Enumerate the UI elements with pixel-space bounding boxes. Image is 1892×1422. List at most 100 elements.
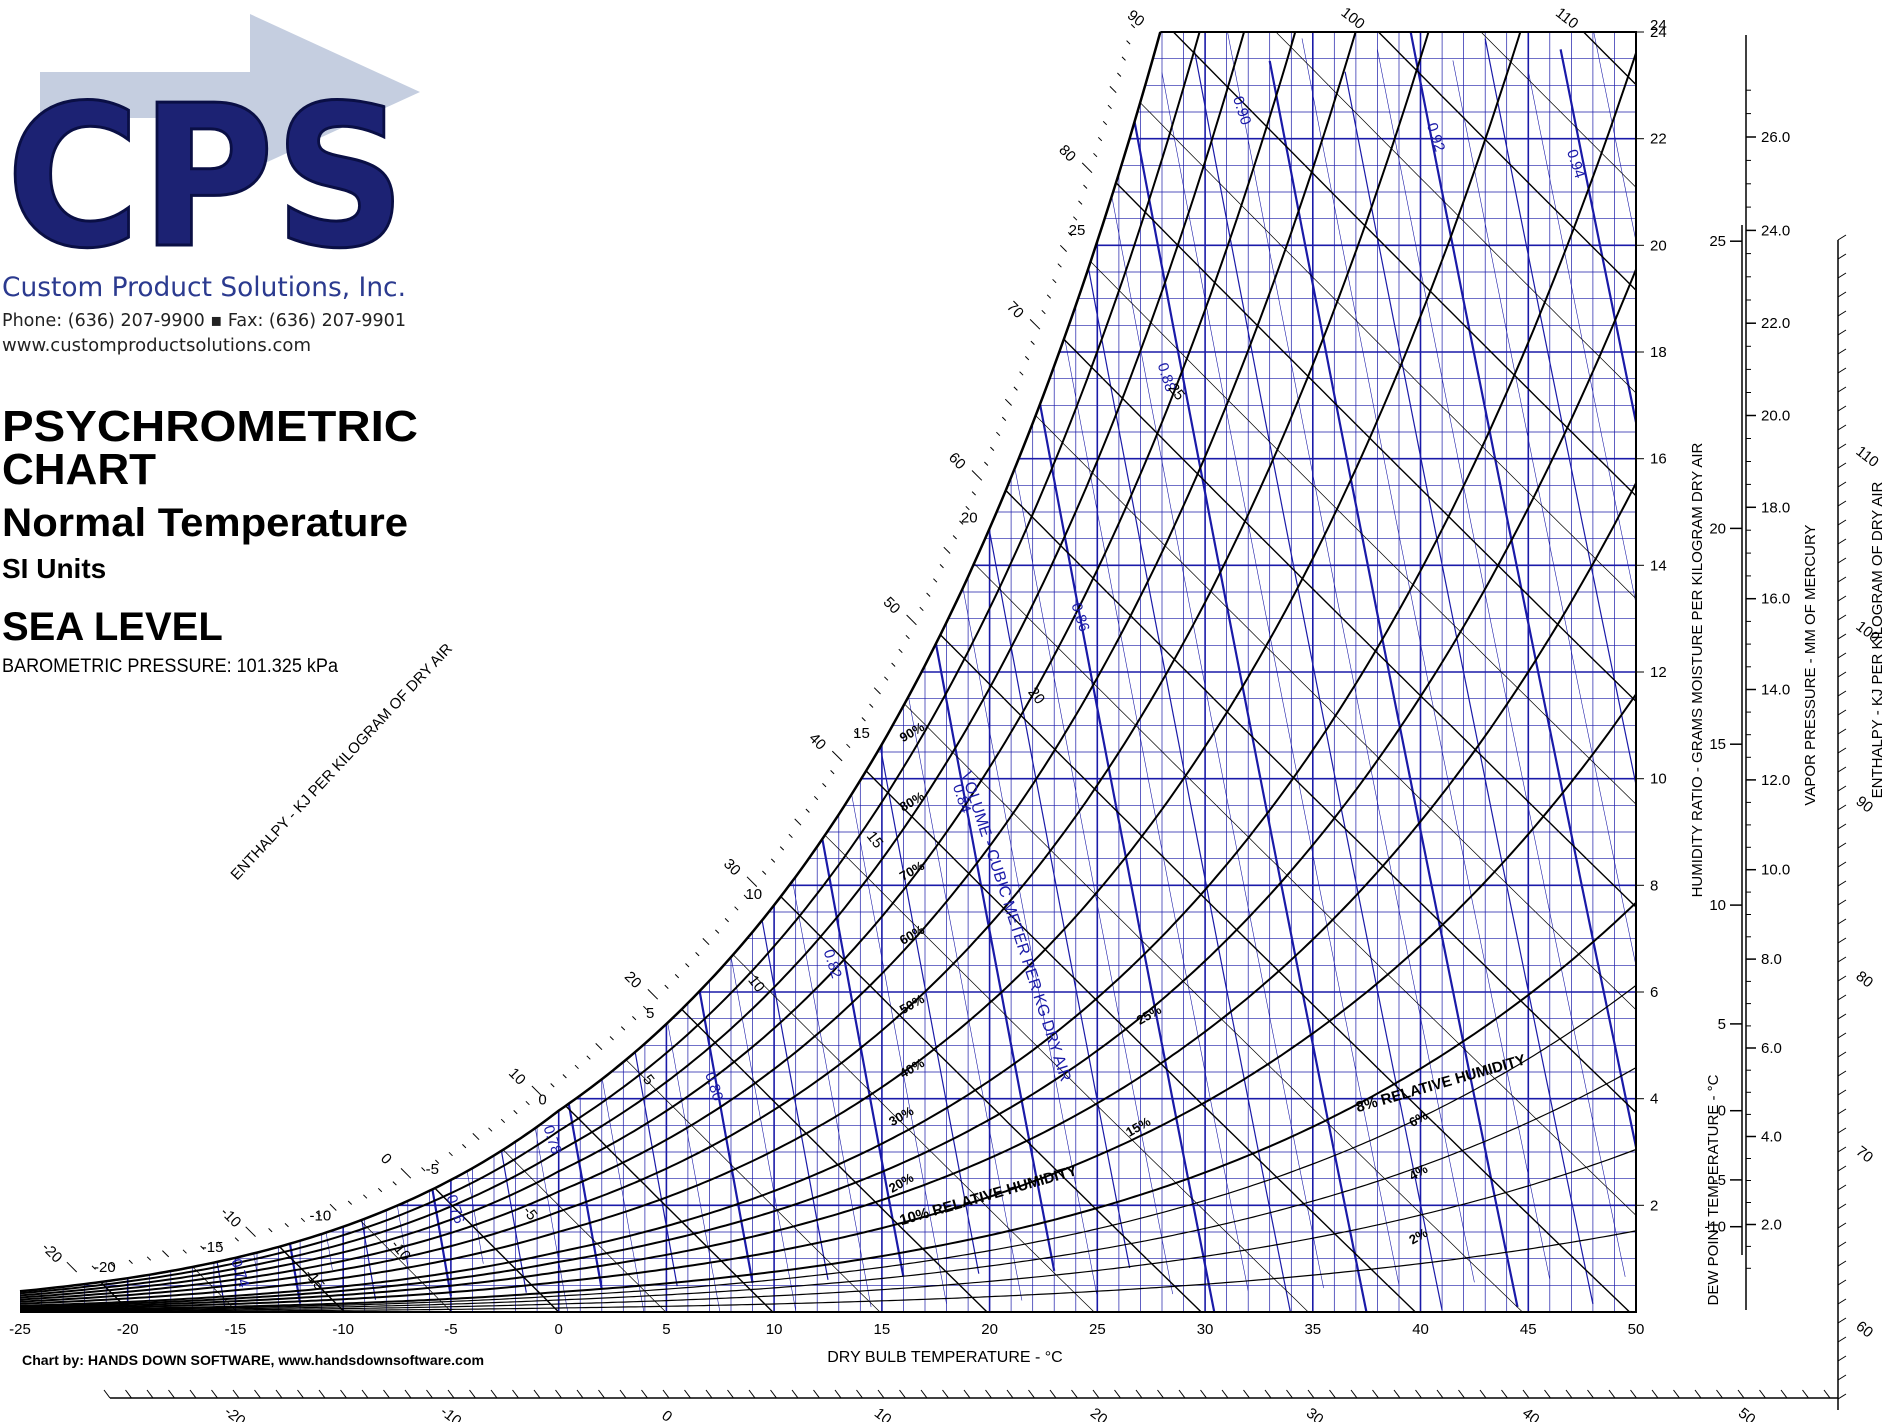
enthalpy-right-tick <box>1837 424 1847 431</box>
x-tick-label: 25 <box>1089 1321 1106 1338</box>
enthalpy-line <box>1366 32 1636 291</box>
enthalpy-scale-tick <box>488 1127 493 1132</box>
enthalpy-bottom-tick <box>1329 1389 1336 1399</box>
y-tick-label: 24 <box>1650 17 1667 34</box>
enthalpy-scale-tick <box>762 870 767 875</box>
enthalpy-scale-tick <box>990 446 995 451</box>
enthalpy-scale-tick <box>1046 294 1052 299</box>
enthalpy-scale-label: 30 <box>720 855 744 879</box>
enthalpy-scale-tick <box>1024 356 1030 361</box>
x-tick-label: 35 <box>1304 1321 1321 1338</box>
enthalpy-right-tick <box>1837 766 1847 773</box>
enthalpy-right-tick <box>1837 595 1847 602</box>
enthalpy-scale-tick <box>846 743 851 749</box>
enthalpy-right-label: 60 <box>1853 1318 1877 1342</box>
enthalpy-scale-tick <box>734 906 739 911</box>
specific-volume-axis-label: VOLUME - CUBIC METER PER KG DRY AIR <box>957 770 1074 1084</box>
enthalpy-right-tick <box>1837 880 1847 887</box>
enthalpy-bottom-tick <box>1673 1389 1680 1399</box>
enthalpy-bottom-tick <box>555 1389 562 1399</box>
rh-label: 2% <box>1406 1225 1430 1248</box>
y-axis-label: HUMIDITY RATIO - GRAMS MOISTURE PER KILO… <box>1689 442 1706 897</box>
vapor-pressure-axis-label: VAPOR PRESSURE - MM OF MERCURY <box>1802 524 1819 805</box>
enthalpy-scale-tick <box>316 1212 321 1217</box>
enthalpy-bottom-label: -20 <box>221 1403 249 1422</box>
enthalpy-right-label: 80 <box>1853 968 1877 992</box>
dew-point-scale: -10 -5 0 5 10 15 20 25 <box>1704 225 1743 1255</box>
y-tick-label: 6 <box>1650 984 1658 1001</box>
enthalpy-right-tick <box>1837 1298 1847 1305</box>
enthalpy-scale-tick <box>770 858 776 863</box>
enthalpy-right-tick <box>1837 329 1847 336</box>
enthalpy-bottom-tick <box>1544 1389 1551 1399</box>
enthalpy-scale-tick <box>1093 152 1098 158</box>
rh-label: 8% RELATIVE HUMIDITY <box>1354 1051 1527 1116</box>
enthalpy-right-tick <box>1837 1146 1847 1153</box>
enthalpy-scale-tick <box>1052 278 1057 284</box>
dew-tick-label: 15 <box>1709 736 1726 753</box>
enthalpy-bottom-tick <box>1307 1389 1315 1399</box>
saturation-temp-label: -15 <box>202 1239 224 1256</box>
rh-curve <box>20 32 1363 1301</box>
enthalpy-scale-tick <box>245 1226 256 1237</box>
enthalpy-scale-tick <box>609 1036 614 1041</box>
enthalpy-scale-tick <box>1121 56 1126 61</box>
enthalpy-bottom-tick <box>383 1389 390 1399</box>
specific-volume-label: 0.86 <box>1067 601 1092 634</box>
enthalpy-scale-tick <box>620 1026 626 1031</box>
rh-curve <box>20 269 1636 1308</box>
enthalpy-bottom-tick <box>275 1389 283 1399</box>
specific-volume-line <box>644 50 872 1308</box>
rh-label: 20% <box>886 1170 916 1196</box>
y-tick-label: 2 <box>1650 1197 1658 1214</box>
enthalpy-bottom-label: 10 <box>871 1405 895 1422</box>
enthalpy-scale-tick <box>1109 86 1117 94</box>
enthalpy-bottom-tick <box>684 1389 691 1399</box>
enthalpy-line <box>655 32 1636 1011</box>
rh-label: 6% <box>1406 1107 1430 1130</box>
enthalpy-scale-tick <box>217 1241 222 1246</box>
x-tick-label: 30 <box>1197 1321 1214 1338</box>
enthalpy-right-tick <box>1837 1279 1847 1286</box>
enthalpy-scale-tick <box>182 1249 187 1254</box>
enthalpy-bottom-tick <box>576 1389 584 1399</box>
enthalpy-right-tick <box>1837 709 1847 716</box>
enthalpy-scale-tick <box>822 783 827 788</box>
specific-volume-line <box>1592 32 1636 242</box>
x-tick-label: -15 <box>225 1321 247 1338</box>
enthalpy-right-tick <box>1837 1165 1847 1172</box>
enthalpy-bottom-tick <box>1565 1389 1573 1399</box>
enthalpy-scale-label: 50 <box>880 594 904 618</box>
enthalpy-right-tick <box>1837 1013 1847 1020</box>
specific-volume-label: 0.92 <box>1423 121 1448 154</box>
enthalpy-right-tick <box>1837 899 1847 906</box>
enthalpy-scale-tick <box>1097 136 1103 142</box>
x-tick-label: 15 <box>874 1321 891 1338</box>
enthalpy-bottom-tick <box>834 1389 842 1399</box>
enthalpy-scale-tick <box>574 1064 579 1070</box>
enthalpy-bottom-tick <box>1243 1389 1250 1399</box>
enthalpy-right-tick <box>1837 1127 1847 1134</box>
enthalpy-scale-tick <box>933 578 938 583</box>
rh-curve <box>20 1230 1636 1312</box>
specific-volume-label: 0.94 <box>1563 147 1588 180</box>
specific-volume-line <box>826 49 1056 1272</box>
enthalpy-bottom-tick <box>1200 1389 1207 1399</box>
enthalpy-bottom-tick <box>1823 1389 1831 1399</box>
enthalpy-scale-tick <box>1102 120 1108 126</box>
enthalpy-scale-tick <box>813 795 819 801</box>
specific-volume-line <box>1452 60 1636 966</box>
enthalpy-bottom-label: 30 <box>1303 1405 1327 1422</box>
enthalpy-scale-tick <box>685 963 690 968</box>
enthalpy-bottom-tick <box>1071 1389 1078 1399</box>
specific-volume-line <box>1344 71 1594 1305</box>
y-tick-label: 12 <box>1650 664 1667 681</box>
enthalpy-right-tick <box>1837 1336 1847 1343</box>
enthalpy-scale-tick <box>939 564 944 569</box>
enthalpy-scale-tick <box>110 1262 115 1267</box>
vapor-tick-label: 22.0 <box>1761 315 1790 332</box>
dew-tick-label: 5 <box>1718 1016 1726 1033</box>
enthalpy-right-label: 90 <box>1853 793 1877 817</box>
enthalpy-bottom-tick <box>1759 1389 1766 1399</box>
company-contact: Phone: (636) 207-9900 ▪ Fax: (636) 207-9… <box>2 310 406 331</box>
